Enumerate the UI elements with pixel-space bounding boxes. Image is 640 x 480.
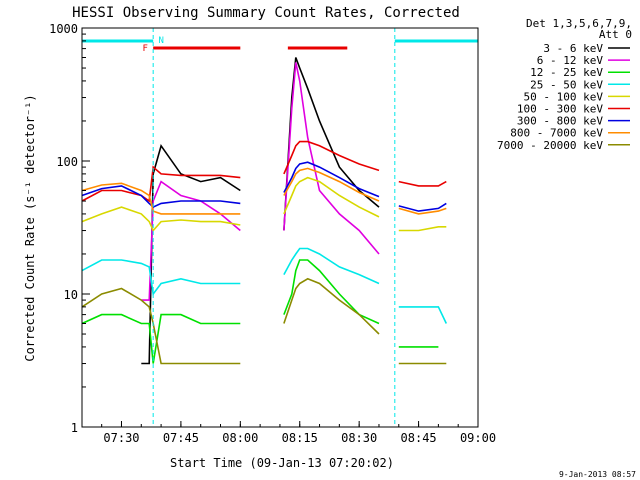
legend-label: 3 - 6 keV — [543, 42, 603, 55]
x-tick-label: 08:15 — [282, 431, 318, 445]
x-tick-label: 08:30 — [341, 431, 377, 445]
x-tick-label: 07:30 — [103, 431, 139, 445]
x-tick-label: 09:00 — [460, 431, 496, 445]
legend-label: 300 - 800 keV — [517, 115, 603, 128]
series-line — [398, 202, 447, 212]
legend-label: 50 - 100 keV — [524, 90, 604, 103]
series-line — [283, 167, 380, 202]
legend-label: 12 - 25 keV — [530, 66, 603, 79]
series-line — [81, 165, 241, 203]
x-tick-label: 07:45 — [163, 431, 199, 445]
x-tick-label: 08:45 — [401, 431, 437, 445]
x-tick-label: 08:00 — [222, 431, 258, 445]
plot-frame — [81, 27, 479, 428]
series-line — [398, 180, 447, 187]
series-line — [283, 140, 380, 175]
y-tick-label: 100 — [56, 155, 78, 169]
legend-title-line-2: Att 0 — [599, 28, 632, 41]
series-line — [141, 180, 241, 301]
series-line — [398, 207, 447, 215]
y-tick-label: 1 — [71, 421, 78, 435]
series-line — [81, 313, 241, 364]
legend-label: 100 - 300 keV — [517, 103, 603, 116]
chart-title: HESSI Observing Summary Count Rates, Cor… — [72, 5, 460, 21]
legend-label: 6 - 12 keV — [537, 54, 604, 67]
legend-title-line-1: Det 1,3,5,6,7,9, — [526, 17, 632, 30]
legend-label: 25 - 50 keV — [530, 78, 603, 91]
series-line — [141, 143, 241, 365]
series-line — [81, 287, 241, 365]
marker-label: N — [158, 36, 163, 46]
series-line — [283, 62, 380, 255]
x-axis-label: Start Time (09-Jan-13 07:20:02) — [170, 456, 394, 470]
series-line — [81, 206, 241, 232]
timestamp: 9-Jan-2013 08:57 — [559, 470, 636, 479]
legend-label: 7000 - 20000 keV — [497, 139, 603, 152]
series-line — [398, 306, 448, 324]
y-tick-label: 1000 — [49, 22, 78, 36]
marker-label: F — [142, 44, 147, 54]
legend-label: 800 - 7000 keV — [510, 127, 603, 140]
y-tick-label: 10 — [64, 288, 78, 302]
series-line — [398, 226, 447, 232]
y-axis-label: Corrected Count Rate (s⁻¹ detector⁻¹) — [23, 94, 37, 361]
series-line — [283, 259, 380, 325]
series-line — [81, 185, 241, 209]
series-line — [283, 161, 380, 198]
series-line — [283, 247, 380, 285]
series-line — [81, 259, 241, 297]
series-line — [283, 176, 380, 218]
series-line — [283, 277, 380, 335]
